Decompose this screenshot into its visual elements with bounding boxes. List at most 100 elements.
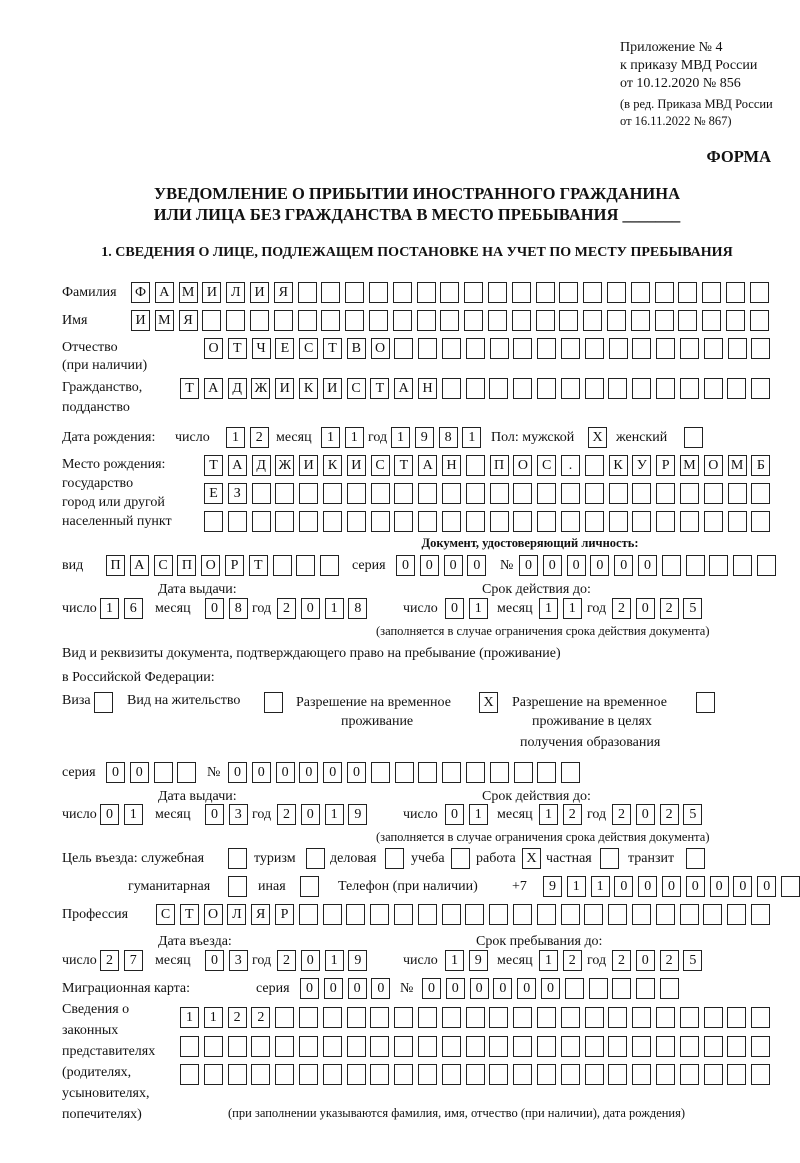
birth-place-field-cell[interactable]: [727, 483, 747, 504]
birth-year-field-cell[interactable]: 9: [414, 427, 434, 448]
birth-place-field-cell[interactable]: О: [703, 455, 723, 476]
doc-number-field-cell[interactable]: 0: [590, 555, 610, 576]
profession-field-cell[interactable]: Я: [251, 904, 271, 925]
birth-place-field-cell[interactable]: П: [489, 455, 509, 476]
representatives-field-cell[interactable]: [608, 1064, 628, 1085]
patronymic-field-cell[interactable]: [632, 338, 652, 359]
profession-field-cell[interactable]: [489, 904, 509, 925]
representatives-field-cell[interactable]: 2: [251, 1007, 271, 1028]
birth-place-field-cell[interactable]: [680, 511, 699, 532]
doc-kind-field-cell[interactable]: О: [201, 555, 221, 576]
surname-field-cell[interactable]: И: [202, 282, 222, 303]
representatives-field-cell[interactable]: [441, 1007, 461, 1028]
patronymic-field-cell[interactable]: [751, 338, 771, 359]
doc-issue-month-field-cell[interactable]: 0: [205, 598, 224, 619]
mc-number-field-cell[interactable]: [612, 978, 632, 999]
purpose-humanitarian-checkbox-cell[interactable]: [228, 876, 247, 897]
representatives-field-cell[interactable]: [489, 1007, 509, 1028]
representatives-field-cell[interactable]: [275, 1036, 295, 1057]
stay-month-field-cell[interactable]: 2: [562, 950, 582, 971]
birth-place-field-cell[interactable]: [751, 483, 771, 504]
citizenship-field-cell[interactable]: С: [346, 378, 366, 399]
birth-place-field-cell[interactable]: [442, 511, 461, 532]
residence-checkbox-cell[interactable]: [264, 692, 283, 713]
birth-place-field-cell[interactable]: [561, 511, 580, 532]
name-field-cell[interactable]: [654, 310, 674, 331]
surname-field-cell[interactable]: [535, 282, 555, 303]
phone-field-cell[interactable]: 0: [662, 876, 681, 897]
patronymic-field-cell[interactable]: Т: [323, 338, 342, 359]
birth-place-field-cell[interactable]: К: [608, 455, 628, 476]
citizenship-field-cell[interactable]: Н: [418, 378, 437, 399]
surname-field-cell[interactable]: [416, 282, 436, 303]
citizenship-field-cell[interactable]: А: [394, 378, 414, 399]
citizenship-field-cell[interactable]: [656, 378, 675, 399]
birth-place-field-cell[interactable]: Е: [204, 483, 223, 504]
citizenship-field-cell[interactable]: [489, 378, 509, 399]
birth-place-field-cell[interactable]: [251, 511, 271, 532]
profession-field-cell[interactable]: [679, 904, 699, 925]
surname-field-cell[interactable]: [297, 282, 317, 303]
entry-day-field-cell[interactable]: 2: [100, 950, 119, 971]
name-field-cell[interactable]: [678, 310, 698, 331]
mc-number-field-cell[interactable]: [636, 978, 656, 999]
doc-number-field-cell[interactable]: 0: [614, 555, 634, 576]
surname-field-cell[interactable]: [726, 282, 745, 303]
right-number-field-cell[interactable]: [561, 762, 581, 783]
surname-field-cell[interactable]: Я: [273, 282, 293, 303]
profession-field-cell[interactable]: [560, 904, 580, 925]
representatives-field-cell[interactable]: [322, 1064, 342, 1085]
right-valid-day-field-cell[interactable]: 1: [468, 804, 488, 825]
citizenship-field-cell[interactable]: К: [299, 378, 318, 399]
doc-kind-field-cell[interactable]: А: [129, 555, 149, 576]
citizenship-field-cell[interactable]: [465, 378, 485, 399]
doc-valid-year-field-cell[interactable]: 2: [612, 598, 631, 619]
representatives-field-cell[interactable]: [251, 1064, 271, 1085]
representatives-field-cell[interactable]: [203, 1036, 223, 1057]
birth-place-field-cell[interactable]: [465, 483, 485, 504]
citizenship-field-cell[interactable]: Т: [180, 378, 199, 399]
birth-place-field-cell[interactable]: [751, 511, 771, 532]
right-series-field-cell[interactable]: 0: [106, 762, 125, 783]
representatives-field-cell[interactable]: [727, 1064, 747, 1085]
surname-field-cell[interactable]: [464, 282, 484, 303]
right-series-field-cell[interactable]: [177, 762, 197, 783]
profession-field-cell[interactable]: [608, 904, 628, 925]
birth-place-field-cell[interactable]: [251, 483, 271, 504]
right-issue-month-field-cell[interactable]: 3: [228, 804, 248, 825]
birth-place-field-cell[interactable]: [584, 511, 604, 532]
stay-year-field-cell[interactable]: 2: [612, 950, 631, 971]
right-number-field-cell[interactable]: [466, 762, 485, 783]
representatives-field-cell[interactable]: [489, 1036, 509, 1057]
patronymic-field-cell[interactable]: [489, 338, 509, 359]
right-number-field-cell[interactable]: [442, 762, 462, 783]
representatives-field-cell[interactable]: [608, 1036, 628, 1057]
doc-series-field-cell[interactable]: 0: [419, 555, 439, 576]
right-issue-year-field-cell[interactable]: 2: [277, 804, 296, 825]
citizenship-field-cell[interactable]: [679, 378, 699, 399]
phone-field-cell[interactable]: 0: [757, 876, 777, 897]
surname-field-cell[interactable]: [392, 282, 412, 303]
phone-field-cell[interactable]: 0: [638, 876, 658, 897]
name-field-cell[interactable]: [630, 310, 650, 331]
representatives-field-cell[interactable]: [679, 1036, 699, 1057]
patronymic-field-cell[interactable]: [513, 338, 533, 359]
name-field-cell[interactable]: [511, 310, 531, 331]
purpose-study-checkbox-cell[interactable]: [451, 848, 470, 869]
name-field-cell[interactable]: [464, 310, 484, 331]
representatives-field-cell[interactable]: [537, 1007, 556, 1028]
representatives-field-cell[interactable]: [322, 1036, 342, 1057]
name-field-cell[interactable]: [440, 310, 460, 331]
birth-place-field-cell[interactable]: А: [227, 455, 247, 476]
citizenship-field-cell[interactable]: [441, 378, 461, 399]
representatives-field-cell[interactable]: [299, 1064, 318, 1085]
representatives-field-cell[interactable]: [441, 1036, 461, 1057]
representatives-field-cell[interactable]: [513, 1064, 533, 1085]
birth-day-field-cell[interactable]: 2: [249, 427, 269, 448]
doc-kind-field-cell[interactable]: Т: [248, 555, 268, 576]
mc-number-field-cell[interactable]: [660, 978, 679, 999]
citizenship-field-cell[interactable]: Т: [370, 378, 390, 399]
representatives-field-cell[interactable]: 1: [203, 1007, 223, 1028]
right-series-field-cell[interactable]: [153, 762, 173, 783]
birth-place-field-cell[interactable]: [584, 483, 604, 504]
